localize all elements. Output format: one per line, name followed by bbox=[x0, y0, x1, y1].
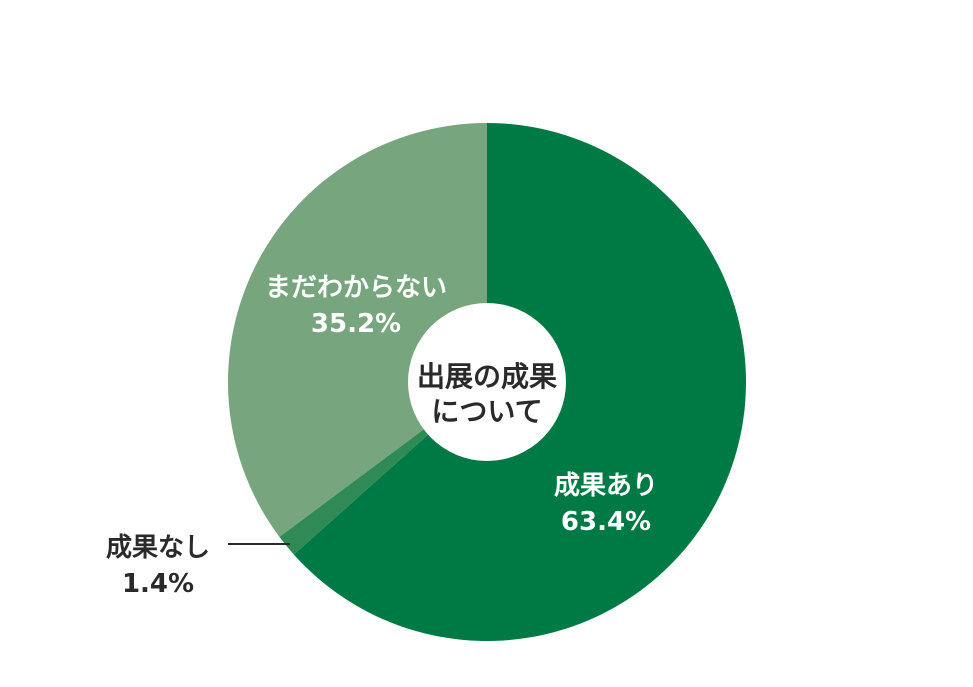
center-hole bbox=[408, 303, 566, 461]
center-title-line-2: について bbox=[431, 395, 542, 428]
slice-label-mada-wakaranai-value: 35.2% bbox=[311, 309, 401, 339]
slice-label-seika-ari-value: 63.4% bbox=[561, 507, 651, 537]
center-title-line-1: 出展の成果 bbox=[417, 360, 557, 393]
slice-label-seika-nashi-value: 1.4% bbox=[122, 569, 194, 599]
pie-slice-mada-wakaranai bbox=[227, 123, 487, 537]
slice-label-seika-nashi-name: 成果なし bbox=[106, 533, 210, 563]
slice-label-seika-ari-name: 成果あり bbox=[554, 471, 658, 501]
slice-label-mada-wakaranai-name: まだわからない bbox=[265, 273, 447, 303]
